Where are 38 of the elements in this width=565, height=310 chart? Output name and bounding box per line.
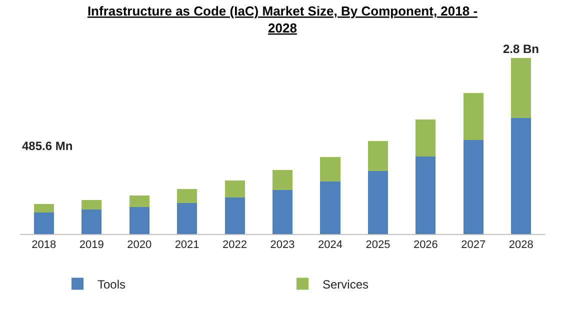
x-tick-label: 2019 [79,239,104,252]
x-tick-label: 2025 [366,239,390,252]
x-tick-label: 2027 [461,239,486,252]
bar [463,140,484,234]
bar [511,58,532,118]
annotation: 485.6 Mn [22,139,73,153]
x-tick-label: 2028 [508,239,534,252]
bar [272,190,293,234]
bar [463,93,484,140]
bar [224,180,245,198]
chart-title: Infrastructure as Code (IaC) Market Size, By Component, 2018 - 2028 [87,4,478,36]
bar [511,118,532,234]
x-tick-label: 2022 [222,239,248,252]
bar [368,170,388,234]
bar [129,195,150,207]
bar [82,210,102,234]
x-tick-label: 2024 [318,239,342,252]
bar [177,203,198,234]
bar [34,204,54,213]
bar [177,188,198,204]
bar [272,170,293,190]
bar [34,212,54,234]
bar [320,156,340,182]
bar [416,119,436,157]
bar [368,140,388,171]
x-tick-label: 2021 [174,239,200,252]
x-tick-label: 2023 [270,239,295,252]
bar [82,200,102,210]
x-tick-label: 2020 [127,239,152,252]
annotation: 2.8 Bn [503,42,540,56]
bar [129,206,150,234]
legend-label: Tools [98,277,126,292]
bar [416,156,436,234]
x-tick-label: 2018 [32,239,56,252]
legend-label: Services [322,277,369,292]
bar [224,197,245,234]
x-tick-label: 2026 [413,239,438,252]
bar [320,181,340,234]
